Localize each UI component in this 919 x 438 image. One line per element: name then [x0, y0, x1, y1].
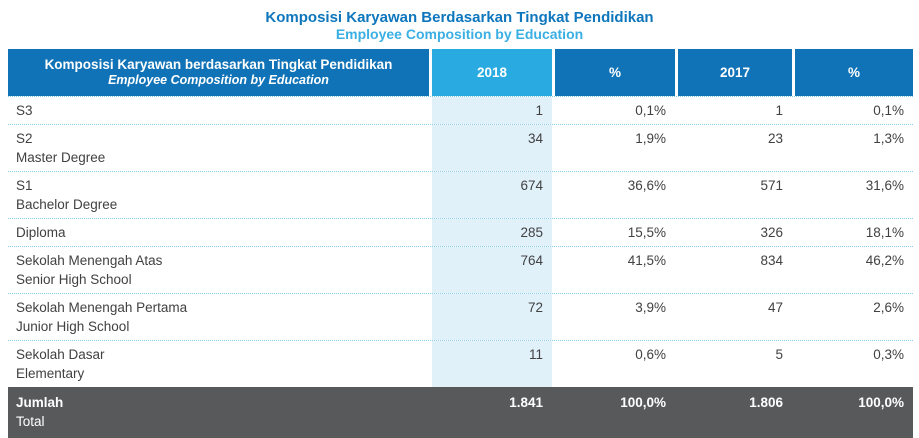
total-label-cell: Jumlah Total	[8, 393, 429, 438]
row-value-2018: 285	[432, 219, 552, 246]
row-value-2017: 1	[775, 103, 783, 118]
row-pct-2017: 0,1%	[873, 103, 904, 118]
row-pct-2018: 0,1%	[635, 103, 666, 118]
caption-indonesian: Komposisi Karyawan Berdasarkan Tingkat P…	[265, 9, 654, 26]
header-col-2017: 2017	[678, 49, 792, 96]
row-label-cell: S1 Bachelor Degree	[8, 172, 429, 218]
row-pct-2017: 46,2%	[865, 253, 904, 268]
row-pct-2018: 0,6%	[635, 347, 666, 362]
education-composition-table: Komposisi Karyawan berdasarkan Tingkat P…	[8, 49, 913, 438]
row-value-2018: 11	[432, 341, 552, 387]
row-pct-2017: 2,6%	[873, 300, 904, 315]
table-header-row: Komposisi Karyawan berdasarkan Tingkat P…	[8, 49, 913, 97]
table-row: Diploma 285 15,5% 326 18,1%	[8, 219, 913, 247]
table-row: S3 1 0,1% 1 0,1%	[8, 97, 913, 125]
table-row: Sekolah Menengah Atas Senior High School 7…	[8, 247, 913, 294]
table-row: S1 Bachelor Degree 674 36,6% 571 31,6%	[8, 172, 913, 219]
row-label-english: Elementary	[16, 366, 85, 381]
table-row: Sekolah Menengah Pertama Junior High Scho…	[8, 294, 913, 341]
row-value-2017: 23	[767, 131, 783, 146]
header-col-pct-2018: %	[555, 49, 675, 96]
row-value-2018: 34	[432, 125, 552, 171]
total-value-2017: 1.806	[749, 395, 783, 410]
row-pct-2017: 0,3%	[873, 347, 904, 362]
row-value-2018: 674	[432, 172, 552, 218]
row-value-2018: 1	[432, 97, 552, 124]
header-col-2018: 2018	[432, 49, 552, 96]
row-pct-2018: 15,5%	[627, 225, 666, 240]
row-label-indonesian: S2	[16, 131, 33, 146]
row-pct-2017: 1,3%	[873, 131, 904, 146]
row-label-indonesian: Sekolah Menengah Atas	[16, 253, 163, 268]
row-label-indonesian: Diploma	[16, 225, 66, 240]
header-label-english: Employee Composition by Education	[108, 73, 329, 87]
row-label-english: Junior High School	[16, 319, 130, 334]
row-label-cell: Diploma	[8, 219, 429, 246]
row-value-2017: 47	[767, 300, 783, 315]
row-pct-2018: 41,5%	[627, 253, 666, 268]
row-label-cell: Sekolah Menengah Atas Senior High School	[8, 247, 429, 293]
row-value-2018: 764	[432, 247, 552, 293]
table-total-row: Jumlah Total 1.841 100,0% 1.806 100,0%	[8, 387, 913, 438]
row-label-indonesian: S1	[16, 178, 33, 193]
table-row: S2 Master Degree 34 1,9% 23 1,3%	[8, 125, 913, 172]
row-label-cell: S2 Master Degree	[8, 125, 429, 171]
table-caption: Komposisi Karyawan Berdasarkan Tingkat P…	[0, 0, 919, 43]
row-pct-2017: 31,6%	[865, 178, 904, 193]
total-value-2018: 1.841	[509, 395, 543, 410]
header-label-cell: Komposisi Karyawan berdasarkan Tingkat P…	[8, 49, 429, 96]
total-label-english: Total	[16, 414, 45, 429]
row-value-2017: 5	[775, 347, 783, 362]
row-label-english: Bachelor Degree	[16, 197, 118, 212]
row-value-2017: 571	[760, 178, 783, 193]
table-body: S3 1 0,1% 1 0,1% S2 Master Degree 34 1,9% 23 1,3% S…	[8, 97, 913, 387]
header-col-pct-2017: %	[795, 49, 913, 96]
total-label-indonesian: Jumlah	[16, 395, 64, 410]
total-pct-2017: 100,0%	[858, 395, 904, 410]
row-pct-2018: 3,9%	[635, 300, 666, 315]
row-label-indonesian: Sekolah Menengah Pertama	[16, 300, 188, 315]
row-label-cell: Sekolah Dasar Elementary	[8, 341, 429, 387]
row-value-2017: 326	[760, 225, 783, 240]
row-pct-2018: 36,6%	[627, 178, 666, 193]
table-row: Sekolah Dasar Elementary 11 0,6% 5 0,3%	[8, 341, 913, 387]
row-value-2018: 72	[432, 294, 552, 340]
row-label-english: Master Degree	[16, 150, 106, 165]
row-label-cell: S3	[8, 97, 429, 124]
row-label-cell: Sekolah Menengah Pertama Junior High Scho…	[8, 294, 429, 340]
caption-english: Employee Composition by Education	[335, 26, 584, 42]
row-label-english: Senior High School	[16, 272, 132, 287]
header-label-indonesian: Komposisi Karyawan berdasarkan Tingkat P…	[44, 57, 393, 72]
row-label-indonesian: Sekolah Dasar	[16, 347, 105, 362]
total-pct-2018: 100,0%	[620, 395, 666, 410]
row-value-2017: 834	[760, 253, 783, 268]
row-pct-2017: 18,1%	[865, 225, 904, 240]
row-label-indonesian: S3	[16, 103, 33, 118]
row-pct-2018: 1,9%	[635, 131, 666, 146]
